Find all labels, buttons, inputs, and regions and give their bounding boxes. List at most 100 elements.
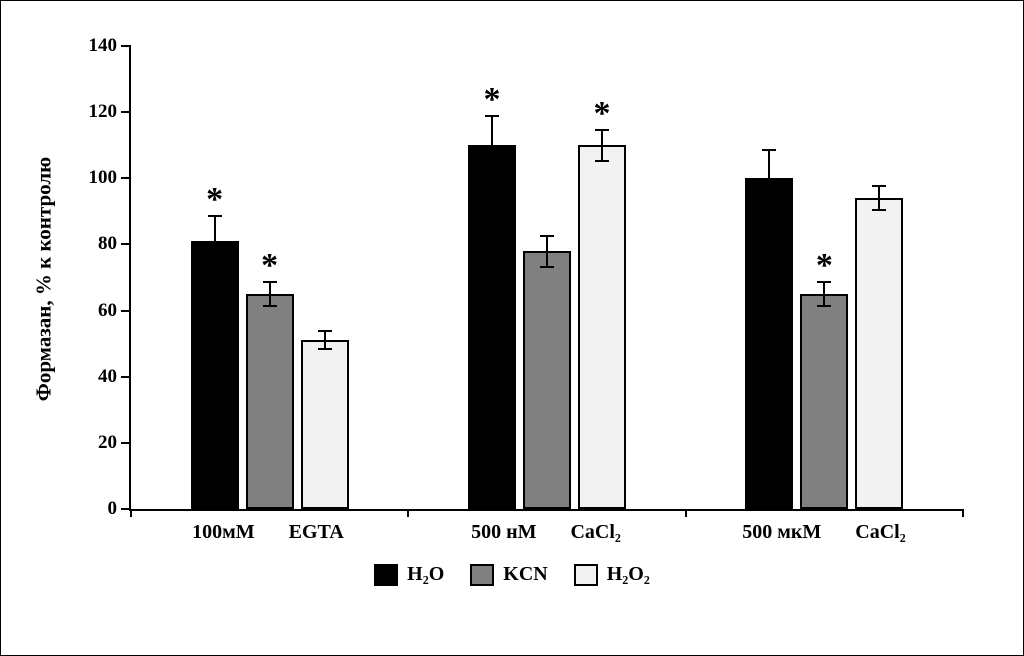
bar: [577, 145, 626, 509]
y-axis-tick-label: 40: [98, 365, 117, 387]
category-label-part: CaCl₂: [570, 521, 621, 543]
significance-marker: *: [483, 81, 501, 119]
error-bar-cap-bottom: [317, 348, 332, 351]
error-bar: [262, 280, 277, 308]
y-axis-tick-label: 20: [98, 431, 117, 453]
legend-swatch: [374, 563, 399, 586]
bar-wrap: *: [577, 46, 626, 509]
bar-wrap: [855, 46, 904, 509]
y-axis-tick: [121, 45, 131, 47]
error-bar-cap-top: [539, 234, 554, 237]
y-axis-tick-label: 120: [88, 101, 118, 123]
error-bar-cap-bottom: [207, 265, 222, 268]
category-label-part: 100мМ: [192, 521, 255, 543]
x-axis-labels: 100мМ EGTA 500 нМ CaCl₂ 500 мкМ CaCl₂: [129, 521, 963, 544]
bar-wrap: [745, 46, 794, 509]
bar-wrap: *: [190, 46, 239, 509]
error-bar: [484, 115, 499, 175]
significance-marker: *: [815, 246, 833, 284]
bar: [467, 145, 516, 509]
category-label: 100мМ EGTA: [129, 521, 407, 544]
error-bar-line: [323, 330, 326, 351]
x-axis-tick: [962, 509, 964, 517]
legend-swatch: [573, 563, 598, 586]
y-axis-tick-label: 80: [98, 233, 117, 255]
significance-marker: *: [593, 94, 611, 132]
legend-label: KCN: [503, 563, 548, 585]
y-axis-tick: [121, 111, 131, 114]
bar-group: * *: [408, 46, 685, 509]
legend-item: H₂O: [374, 563, 444, 586]
y-axis-tick-label: 100: [88, 167, 118, 189]
category-label-part: CaCl₂: [855, 521, 906, 543]
y-axis-tick-label: 0: [107, 498, 118, 519]
error-bar-line: [600, 128, 603, 162]
bar: [300, 340, 349, 509]
error-bar-cap-bottom: [594, 159, 609, 162]
x-axis-tick: [407, 509, 410, 517]
bar: [245, 294, 294, 509]
x-axis-tick: [684, 509, 687, 517]
legend-swatch: [470, 563, 495, 586]
error-bar-cap-bottom: [262, 305, 277, 308]
error-bar-cap-bottom: [872, 209, 887, 212]
bar-wrap: *: [245, 46, 294, 509]
error-bar: [817, 280, 832, 308]
y-axis-tick: [121, 243, 131, 246]
error-bar-line: [490, 115, 493, 175]
bar-wrap: [522, 46, 571, 509]
y-axis-tick-label: 60: [98, 299, 117, 321]
error-bar: [207, 214, 222, 268]
error-bar-line: [545, 234, 548, 268]
error-bar-cap-top: [817, 280, 832, 283]
bar-wrap: [300, 46, 349, 509]
error-bar-line: [213, 214, 216, 268]
error-bar-cap-top: [594, 128, 609, 131]
legend-label: H₂O: [407, 563, 445, 585]
error-bar-cap-bottom: [817, 305, 832, 308]
y-axis-tick: [121, 441, 131, 444]
error-bar-cap-bottom: [484, 172, 499, 175]
category-label: 500 мкМ CaCl₂: [685, 521, 963, 544]
y-axis-tick: [121, 177, 131, 180]
bar-groups: * * * * *: [131, 46, 963, 509]
category-label-part: 500 мкМ: [742, 521, 822, 543]
error-bar-cap-top: [207, 214, 222, 217]
error-bar-cap-top: [762, 148, 777, 151]
legend-item: H₂O₂: [573, 563, 650, 586]
error-bar: [317, 330, 332, 351]
error-bar-cap-top: [317, 330, 332, 333]
error-bar: [872, 184, 887, 212]
error-bar-line: [878, 184, 881, 212]
legend-item: KCN: [470, 563, 548, 586]
error-bar: [762, 148, 777, 209]
category-label-part: EGTA: [288, 521, 344, 543]
bar: [745, 178, 794, 509]
error-bar-line: [823, 280, 826, 308]
error-bar-cap-bottom: [539, 265, 554, 268]
error-bar-cap-top: [872, 184, 887, 187]
bar: [522, 251, 571, 509]
bar: [800, 294, 849, 509]
error-bar-cap-top: [484, 115, 499, 118]
legend: H₂O KCN H₂O₂: [1, 563, 1023, 586]
error-bar-line: [768, 148, 771, 209]
error-bar: [539, 234, 554, 268]
error-bar-line: [268, 280, 271, 308]
plot-area: * * * * * 0 20 40 60 80 100 120 140: [89, 35, 964, 519]
y-axis-tick-label: 140: [88, 35, 118, 56]
y-axis-tick: [121, 508, 131, 510]
y-axis-tick: [121, 375, 131, 378]
bar: [855, 198, 904, 509]
bar-wrap: *: [800, 46, 849, 509]
bar: [190, 241, 239, 509]
error-bar-cap-bottom: [762, 206, 777, 209]
legend-label: H₂O₂: [606, 563, 650, 585]
bar-wrap: *: [467, 46, 516, 509]
error-bar: [594, 128, 609, 162]
category-label: 500 нМ CaCl₂: [407, 521, 685, 544]
significance-marker: *: [206, 180, 224, 218]
bar-group: * *: [131, 46, 408, 509]
y-axis-title: Формазан, % к контролю: [31, 156, 56, 402]
